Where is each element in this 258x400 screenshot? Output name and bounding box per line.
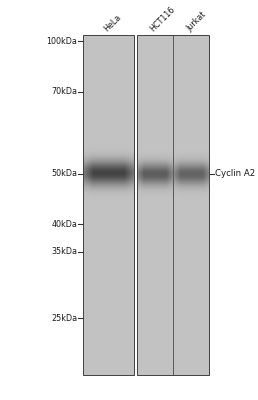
Bar xyxy=(83,35,134,375)
Text: Jurkat: Jurkat xyxy=(185,10,208,33)
Text: 50kDa: 50kDa xyxy=(51,169,77,178)
Text: HCT116: HCT116 xyxy=(149,5,177,33)
Text: 100kDa: 100kDa xyxy=(46,37,77,46)
Bar xyxy=(137,35,209,375)
Text: HeLa: HeLa xyxy=(102,13,123,33)
Text: 40kDa: 40kDa xyxy=(51,220,77,229)
Text: 25kDa: 25kDa xyxy=(51,314,77,322)
Text: Cyclin A2: Cyclin A2 xyxy=(215,169,255,178)
Text: 35kDa: 35kDa xyxy=(51,247,77,256)
Text: 70kDa: 70kDa xyxy=(51,87,77,96)
